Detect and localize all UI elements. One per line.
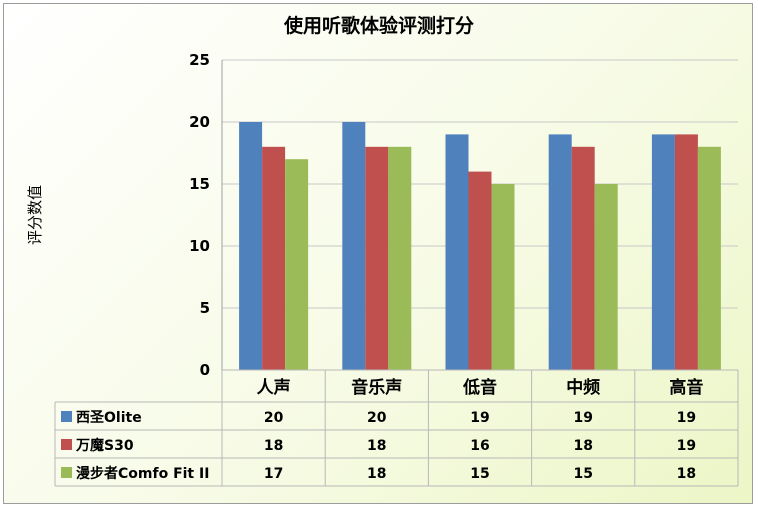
bar (697, 146, 721, 370)
bar (388, 146, 412, 370)
data-label: 18 (677, 466, 696, 482)
data-label: 19 (573, 410, 592, 426)
x-tick-label: 音乐声 (351, 377, 402, 398)
y-axis-label: 评分数值 (26, 185, 44, 245)
bar (571, 146, 595, 370)
data-label: 20 (367, 410, 387, 426)
bar (445, 134, 469, 370)
y-tick-label: 15 (189, 175, 210, 193)
bar (365, 146, 389, 370)
legend-label: 西圣Olite (76, 410, 142, 426)
legend-swatch (61, 467, 72, 478)
x-tick-label: 人声 (257, 377, 291, 398)
data-label: 18 (367, 466, 386, 482)
bar (342, 122, 366, 370)
bar (594, 184, 618, 370)
bar (285, 159, 309, 370)
bars (239, 122, 721, 370)
data-label: 20 (264, 410, 284, 426)
y-tick-label: 20 (189, 113, 210, 131)
y-tick-label: 5 (200, 299, 210, 317)
legend-label: 漫步者Comfo Fit II (76, 465, 209, 482)
bar (239, 122, 263, 370)
y-axis-ticks: 0 5 10 15 20 25 (189, 51, 210, 379)
data-label: 18 (367, 438, 386, 454)
data-label: 19 (677, 410, 696, 426)
data-label: 17 (264, 466, 283, 482)
y-tick-label: 0 (200, 361, 210, 379)
legend-label: 万魔S30 (75, 437, 134, 454)
bar (674, 134, 698, 370)
x-tick-label: 中频 (566, 377, 600, 398)
data-label: 18 (264, 438, 283, 454)
bar (651, 134, 675, 370)
data-label: 15 (470, 466, 489, 482)
data-label: 15 (573, 466, 592, 482)
bar (548, 134, 572, 370)
chart-title: 使用听歌体验评测打分 (283, 14, 474, 37)
bar (262, 146, 286, 370)
data-label: 19 (470, 410, 489, 426)
x-tick-label: 高音 (669, 377, 703, 398)
legend-swatch (61, 439, 72, 450)
bar (468, 171, 492, 370)
data-label: 19 (677, 438, 696, 454)
y-tick-label: 10 (189, 237, 210, 255)
legend-swatch (61, 411, 72, 422)
data-label: 18 (573, 438, 592, 454)
x-tick-label: 低音 (462, 377, 497, 398)
data-label: 16 (470, 438, 489, 454)
bar (491, 184, 515, 370)
y-tick-label: 25 (189, 51, 210, 69)
